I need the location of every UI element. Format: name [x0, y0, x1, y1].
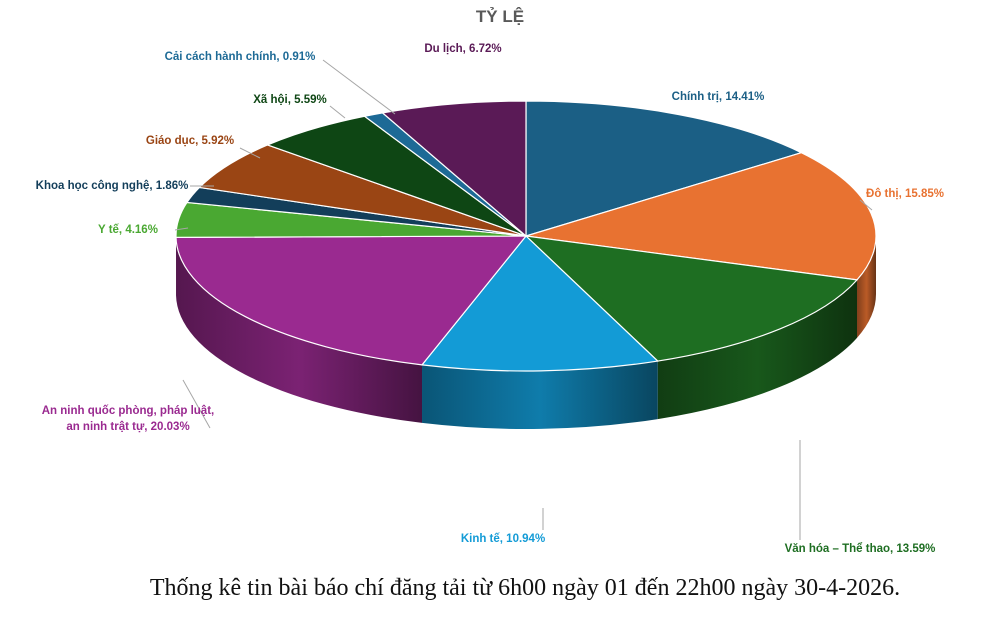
leader-line-4: [182, 379, 211, 429]
pie-slice-10: [381, 100, 527, 238]
pie-wall-1: [857, 236, 876, 338]
data-label-7: Giáo dục, 5.92%: [146, 135, 234, 147]
chart-title: TỶ LỆ: [476, 7, 524, 26]
leader-line-7: [239, 147, 261, 159]
label-leader-lines: [174, 59, 873, 540]
data-label-2: Văn hóa – Thể thao, 13.59%: [785, 543, 936, 555]
pie-slice-1: [525, 152, 877, 281]
pie-wall-2: [657, 279, 858, 420]
pie-slice-7: [198, 144, 527, 237]
data-label-6: Khoa học công nghệ, 1.86%: [36, 180, 189, 192]
pie-wall-4: [176, 237, 423, 423]
figure-caption: Thống kê tin bài báo chí đăng tải từ 6h0…: [149, 575, 901, 601]
pie-slice-3: [420, 235, 660, 372]
leader-line-1: [859, 199, 873, 211]
leader-line-5: [174, 227, 189, 231]
leader-line-9: [322, 59, 396, 115]
leader-line-8: [329, 105, 346, 119]
data-label-10: Du lịch, 6.72%: [424, 43, 501, 55]
data-label-1: Đô thị, 15.85%: [866, 188, 944, 200]
pie-wall-3: [422, 361, 658, 429]
data-label-5: Y tế, 4.16%: [98, 224, 158, 236]
data-label-4: An ninh quốc phòng, pháp luật, an ninh tr…: [42, 405, 214, 433]
pie-slice-2: [524, 235, 859, 362]
pie-top-faces: [175, 100, 877, 372]
pie-side-walls: [176, 236, 876, 429]
data-label-9: Cải cách hành chính, 0.91%: [165, 51, 316, 63]
pie-chart: TỶ LỆ Chính trị, 14.41% Đô thị, 15.85% Văn…: [36, 7, 944, 555]
data-label-0: Chính trị, 14.41%: [672, 91, 765, 103]
data-label-8: Xã hội, 5.59%: [253, 94, 327, 106]
pie-slice-4: [175, 235, 528, 366]
pie-slice-0: [525, 100, 804, 237]
data-label-3: Kinh tế, 10.94%: [461, 533, 545, 545]
data-labels: Chính trị, 14.41% Đô thị, 15.85% Văn hóa –…: [36, 43, 944, 555]
